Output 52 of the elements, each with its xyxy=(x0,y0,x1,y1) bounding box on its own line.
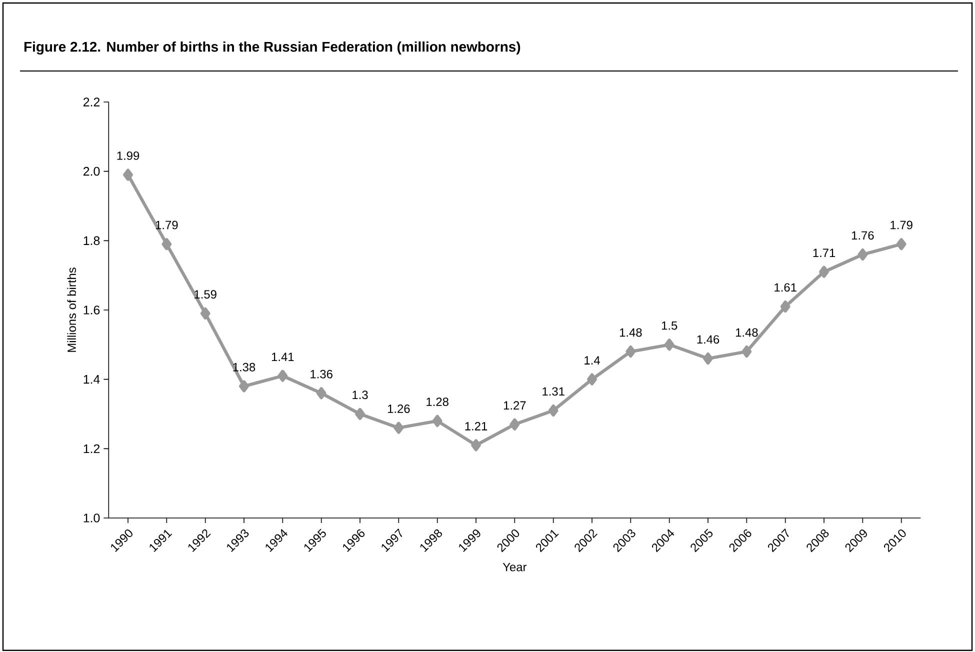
y-tick-label: 2.0 xyxy=(83,166,100,176)
y-tick-label: 2.2 xyxy=(83,98,100,106)
point xyxy=(316,387,326,400)
data-label: 1.48 xyxy=(736,328,758,337)
point xyxy=(510,418,520,430)
data-label: 1.48 xyxy=(620,328,642,337)
y-tick-label: 1.4 xyxy=(84,375,100,384)
point xyxy=(548,404,558,417)
data-label: 1.5 xyxy=(662,321,678,330)
data-label: 1.71 xyxy=(813,248,836,257)
x-axis-title: Year xyxy=(502,562,527,572)
data-label: 1.26 xyxy=(388,404,410,413)
point xyxy=(394,422,404,434)
point xyxy=(742,346,752,358)
point xyxy=(664,338,674,351)
point xyxy=(355,408,365,420)
point xyxy=(123,168,133,181)
point xyxy=(587,373,597,386)
data-label: 1.27 xyxy=(504,401,526,410)
point xyxy=(896,238,906,250)
data-label: 1.28 xyxy=(426,398,448,406)
point xyxy=(626,346,636,358)
data-label: 1.31 xyxy=(542,387,564,396)
point xyxy=(278,370,288,382)
point xyxy=(703,352,713,365)
data-label: 1.79 xyxy=(156,220,178,230)
y-tick-label: 1.2 xyxy=(84,444,100,454)
data-label: 1.36 xyxy=(310,370,332,378)
data-label: 1.79 xyxy=(890,220,912,230)
y-tick-label: 1.0 xyxy=(84,514,100,522)
data-label: 1.38 xyxy=(233,362,256,372)
chart-title: Figure 2.12. Number of births in the Russian Federation (million newborns) xyxy=(24,41,520,55)
data-label: 1.46 xyxy=(697,335,720,344)
data-label: 1.61 xyxy=(774,283,796,292)
data-label: 1.21 xyxy=(465,422,488,430)
point xyxy=(471,439,481,452)
y-tick-label: 1.8 xyxy=(84,236,100,246)
data-label: 1.4 xyxy=(584,356,600,364)
point xyxy=(239,380,249,392)
point xyxy=(858,248,868,261)
data-label: 1.3 xyxy=(352,390,368,400)
point xyxy=(162,238,172,250)
data-label: 1.99 xyxy=(117,151,140,160)
point xyxy=(780,300,790,313)
data-label: 1.76 xyxy=(852,231,874,240)
y-tick-label: 1.6 xyxy=(84,306,100,314)
data-label: 1.41 xyxy=(272,352,294,361)
point xyxy=(819,266,829,278)
data-label: 1.59 xyxy=(194,290,216,299)
point xyxy=(432,414,442,428)
point xyxy=(200,307,210,320)
y-axis-title: Millions of births xyxy=(67,268,76,352)
